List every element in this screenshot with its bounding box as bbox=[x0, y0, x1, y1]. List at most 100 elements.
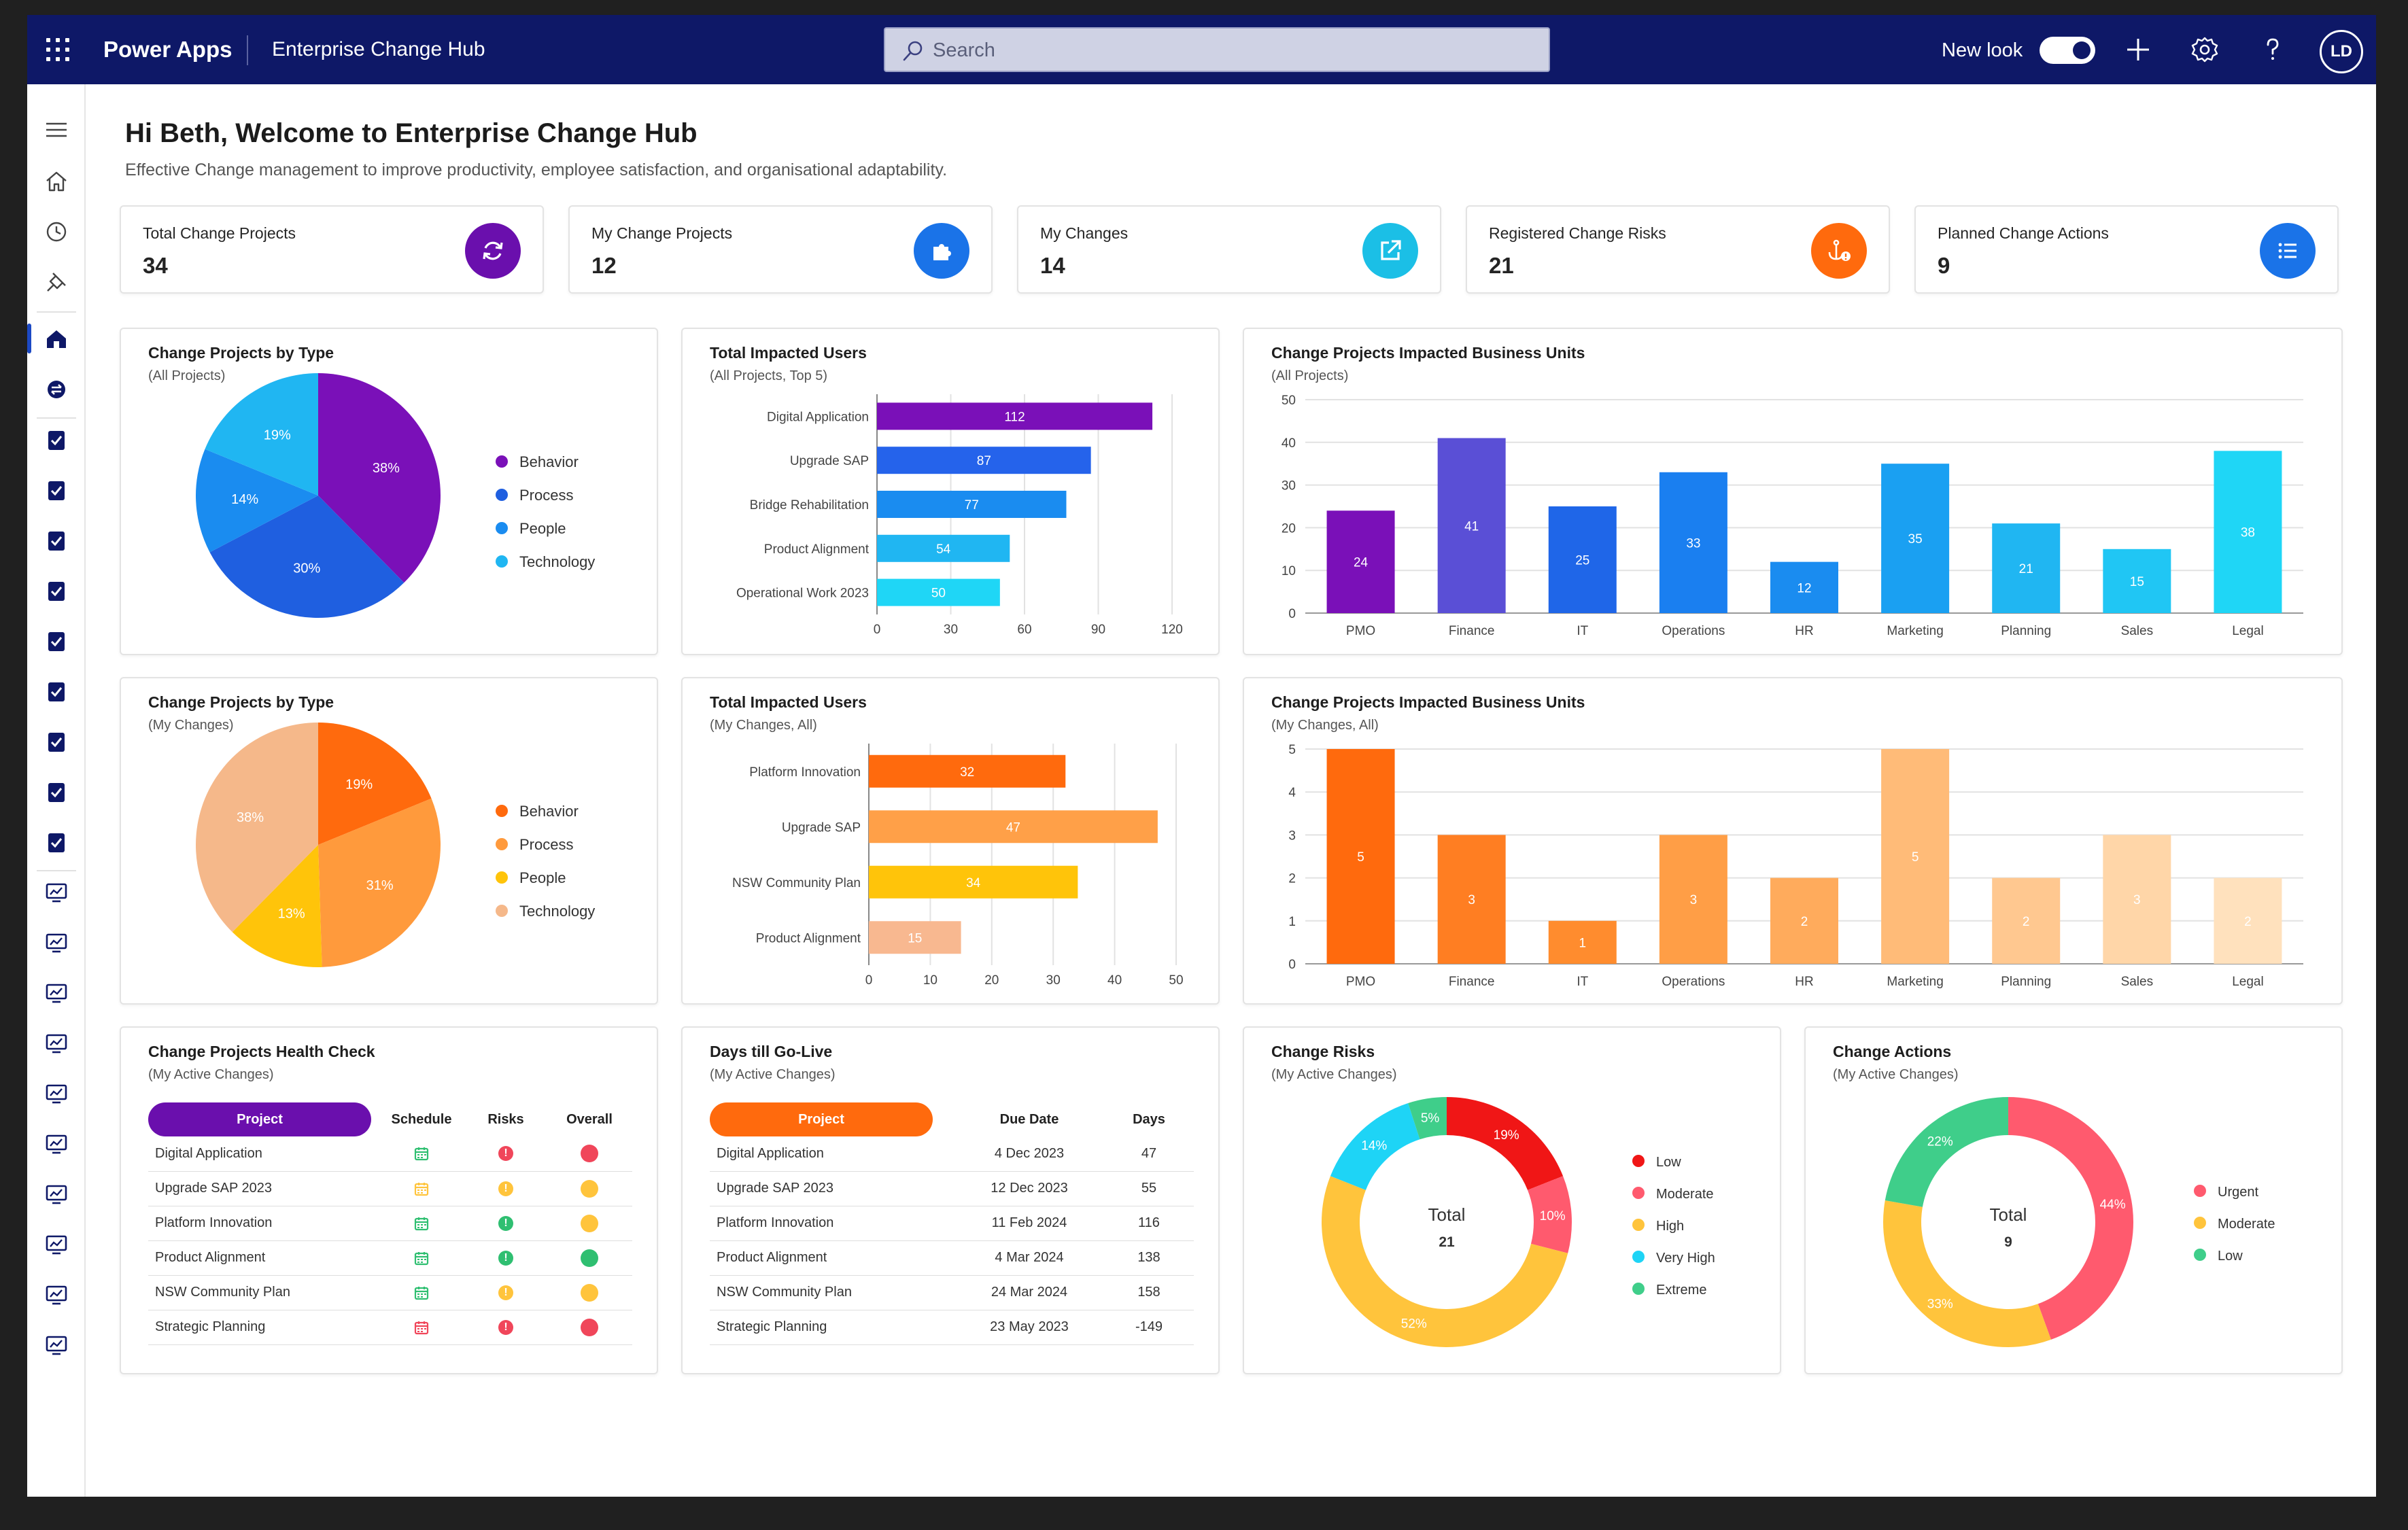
bar[interactable] bbox=[869, 865, 1078, 899]
column-header[interactable]: Days bbox=[1133, 1111, 1165, 1127]
kpi-my-changes[interactable]: My Changes 14 bbox=[1017, 205, 1441, 294]
legend-label[interactable]: Technology bbox=[519, 903, 595, 920]
bar[interactable] bbox=[1992, 877, 2061, 964]
bar[interactable] bbox=[1326, 749, 1395, 964]
bar[interactable] bbox=[1770, 877, 1838, 964]
table-row[interactable]: Upgrade SAP 2023 bbox=[148, 1171, 632, 1206]
column-header[interactable]: Overall bbox=[566, 1111, 613, 1127]
legend-label[interactable]: Low bbox=[2218, 1249, 2243, 1264]
table-row[interactable]: Digital Application 4 Dec 2023 47 bbox=[710, 1136, 1194, 1172]
pie-slice-process[interactable] bbox=[318, 798, 441, 967]
checklist-icon[interactable] bbox=[44, 829, 69, 855]
bar[interactable] bbox=[1992, 523, 2061, 613]
pie-slice-people[interactable] bbox=[232, 845, 322, 967]
legend-label[interactable]: Process bbox=[519, 836, 573, 853]
app-name[interactable]: Power Apps bbox=[103, 37, 233, 62]
report-monitor-icon[interactable] bbox=[44, 1332, 69, 1358]
bar[interactable] bbox=[2214, 451, 2282, 613]
column-header[interactable]: Schedule bbox=[391, 1111, 452, 1127]
bar[interactable] bbox=[1770, 561, 1838, 613]
legend-label[interactable]: High bbox=[1656, 1219, 1684, 1234]
table-row[interactable]: NSW Community Plan 24 Mar 2024 158 bbox=[710, 1275, 1194, 1310]
pie-slice-technology[interactable] bbox=[196, 723, 318, 933]
table-row[interactable]: Strategic Planning bbox=[148, 1310, 632, 1345]
checklist-icon[interactable] bbox=[44, 427, 69, 453]
table-row[interactable]: Strategic Planning 23 May 2023 -149 bbox=[710, 1310, 1194, 1345]
pie-slice-very-high[interactable] bbox=[1330, 1103, 1420, 1190]
add-icon[interactable] bbox=[2121, 33, 2155, 67]
legend-label[interactable]: Behavior bbox=[519, 803, 579, 820]
bar[interactable] bbox=[1548, 920, 1617, 964]
change-hub-icon[interactable] bbox=[44, 377, 69, 402]
table-row[interactable]: Platform Innovation bbox=[148, 1206, 632, 1241]
pin-icon[interactable] bbox=[44, 269, 69, 295]
new-look-toggle[interactable] bbox=[2040, 37, 2095, 64]
bar[interactable] bbox=[2103, 835, 2171, 964]
pie-slice-behavior[interactable] bbox=[318, 373, 441, 583]
pie-slice-behavior[interactable] bbox=[318, 723, 432, 845]
report-monitor-icon[interactable] bbox=[44, 1081, 69, 1107]
column-header[interactable]: Risks bbox=[487, 1111, 524, 1127]
pie-slice-people[interactable] bbox=[196, 449, 318, 553]
bar[interactable] bbox=[1659, 835, 1727, 964]
column-header[interactable]: Due Date bbox=[999, 1111, 1059, 1127]
pie-slice-low[interactable] bbox=[1447, 1097, 1564, 1190]
report-monitor-icon[interactable] bbox=[44, 1131, 69, 1157]
report-monitor-icon[interactable] bbox=[44, 1282, 69, 1308]
bar[interactable] bbox=[869, 921, 961, 954]
table-row[interactable]: Product Alignment 4 Mar 2024 138 bbox=[710, 1240, 1194, 1276]
bar[interactable] bbox=[877, 491, 1067, 518]
legend-label[interactable]: Very High bbox=[1656, 1251, 1715, 1266]
report-monitor-icon[interactable] bbox=[44, 880, 69, 905]
bar[interactable] bbox=[869, 810, 1158, 844]
checklist-icon[interactable] bbox=[44, 527, 69, 553]
pie-slice-moderate[interactable] bbox=[1883, 1200, 2051, 1347]
kpi-registered-change-risks[interactable]: Registered Change Risks 21 bbox=[1466, 205, 1890, 294]
pie-slice-high[interactable] bbox=[1322, 1176, 1568, 1348]
legend-label[interactable]: Moderate bbox=[2218, 1217, 2275, 1232]
bar[interactable] bbox=[869, 754, 1066, 788]
pie-slice-extreme[interactable] bbox=[1408, 1097, 1447, 1140]
checklist-icon[interactable] bbox=[44, 779, 69, 805]
search-box[interactable] bbox=[884, 27, 1550, 72]
pie-slice-low[interactable] bbox=[1885, 1097, 2008, 1207]
bar[interactable] bbox=[877, 447, 1091, 474]
report-monitor-icon[interactable] bbox=[44, 980, 69, 1006]
bar[interactable] bbox=[877, 402, 1153, 430]
legend-label[interactable]: Low bbox=[1656, 1155, 1681, 1170]
table-row[interactable]: Platform Innovation 11 Feb 2024 116 bbox=[710, 1206, 1194, 1241]
bar[interactable] bbox=[2103, 549, 2171, 613]
table-row[interactable]: NSW Community Plan bbox=[148, 1275, 632, 1310]
home-icon[interactable] bbox=[44, 169, 69, 194]
bar[interactable] bbox=[1437, 835, 1506, 964]
user-avatar[interactable]: LD bbox=[2320, 30, 2363, 73]
search-input[interactable] bbox=[933, 37, 1517, 64]
hamburger-menu-icon[interactable] bbox=[44, 117, 69, 143]
checklist-icon[interactable] bbox=[44, 729, 69, 754]
bar[interactable] bbox=[1881, 464, 1950, 613]
bar[interactable] bbox=[877, 578, 1000, 606]
bar[interactable] bbox=[1659, 472, 1727, 613]
project-header-pill[interactable]: Project bbox=[710, 1102, 933, 1136]
legend-label[interactable]: Process bbox=[519, 487, 573, 504]
kpi-planned-change-actions[interactable]: Planned Change Actions 9 bbox=[1914, 205, 2339, 294]
pie-slice-technology[interactable] bbox=[205, 373, 318, 495]
table-row[interactable]: Digital Application bbox=[148, 1136, 632, 1172]
legend-label[interactable]: Technology bbox=[519, 553, 595, 570]
pie-slice-process[interactable] bbox=[209, 495, 405, 618]
help-icon[interactable] bbox=[2256, 33, 2290, 67]
bar[interactable] bbox=[1881, 749, 1950, 964]
app-launcher-icon[interactable] bbox=[46, 38, 69, 61]
table-row[interactable]: Product Alignment bbox=[148, 1240, 632, 1276]
project-header-pill[interactable]: Project bbox=[148, 1102, 371, 1136]
report-monitor-icon[interactable] bbox=[44, 1232, 69, 1257]
legend-label[interactable]: Behavior bbox=[519, 453, 579, 470]
legend-label[interactable]: People bbox=[519, 869, 566, 886]
legend-label[interactable]: Extreme bbox=[1656, 1283, 1706, 1298]
report-monitor-icon[interactable] bbox=[44, 930, 69, 956]
checklist-icon[interactable] bbox=[44, 628, 69, 654]
checklist-icon[interactable] bbox=[44, 678, 69, 704]
settings-gear-icon[interactable] bbox=[2188, 33, 2222, 67]
bar[interactable] bbox=[1437, 438, 1506, 613]
bar[interactable] bbox=[1326, 510, 1395, 613]
